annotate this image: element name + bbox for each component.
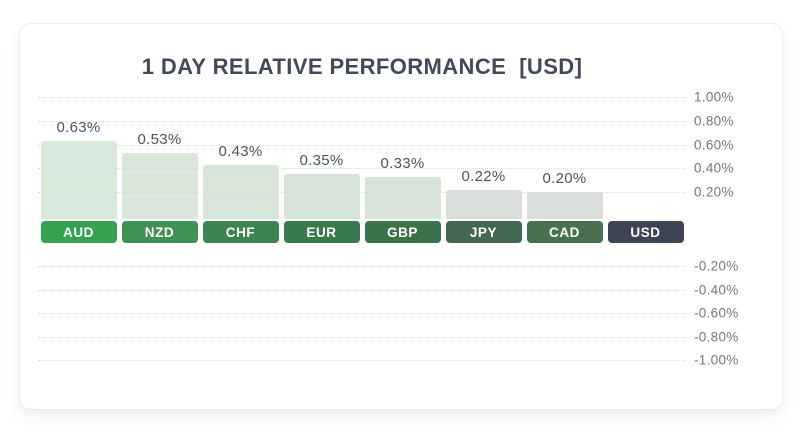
currency-chip-eur: EUR xyxy=(283,221,360,243)
y-axis-tick-label: 0.60% xyxy=(694,137,734,153)
y-axis-tick-label: 0.40% xyxy=(694,160,734,176)
relative-performance-bar-chart: 1.00% 0.80% 0.60% 0.40% 0.20% -0.20% -0.40% -0.… xyxy=(20,24,782,409)
performance-bar-jpy xyxy=(445,189,522,219)
performance-bar-chf xyxy=(202,164,279,219)
bar-value-label: 0.53% xyxy=(137,130,182,148)
currency-chip-usd: USD xyxy=(607,221,684,243)
gridline-negative xyxy=(38,360,686,361)
performance-bar-aud xyxy=(40,141,117,219)
gridline-negative xyxy=(38,313,686,314)
currency-chip-nzd: NZD xyxy=(121,221,198,243)
currency-chip-cad: CAD xyxy=(526,221,603,243)
gridline-negative xyxy=(38,336,686,338)
bar-value-label: 0.43% xyxy=(218,142,263,160)
currency-chip-aud: AUD xyxy=(40,221,117,243)
currency-chip-chf: CHF xyxy=(202,221,279,243)
performance-bar-cad xyxy=(526,192,603,219)
gridline-positive xyxy=(38,120,686,122)
performance-bar-eur xyxy=(283,174,360,219)
y-axis-tick-label: 0.20% xyxy=(694,184,734,200)
performance-bar-nzd xyxy=(121,152,198,219)
bar-value-label: 0.63% xyxy=(56,119,101,137)
gridline-positive xyxy=(38,144,686,146)
gridline-negative xyxy=(38,289,686,291)
chart-title: 1 DAY RELATIVE PERFORMANCE [USD] xyxy=(141,54,583,79)
y-axis-tick-label: -1.00% xyxy=(694,352,739,368)
bar-value-label: 0.35% xyxy=(299,152,344,170)
gridline-positive xyxy=(38,97,686,98)
currency-chip-gbp: GBP xyxy=(364,221,441,243)
y-axis-tick-label: 1.00% xyxy=(694,89,734,105)
currency-chip-jpy: JPY xyxy=(445,221,522,243)
y-axis-tick-label: -0.80% xyxy=(694,329,739,344)
bar-value-label: 0.33% xyxy=(380,154,425,172)
y-axis-tick-label: -0.20% xyxy=(694,258,739,274)
bar-value-label: 0.22% xyxy=(461,167,506,185)
gridline-negative xyxy=(38,266,686,267)
performance-card: 1 DAY RELATIVE PERFORMANCE [USD] 1.00% 0.… xyxy=(19,23,783,410)
bar-value-label: 0.20% xyxy=(542,170,587,188)
gridline-positive xyxy=(38,192,686,194)
gridline-positive xyxy=(38,168,686,170)
performance-bar-gbp xyxy=(364,176,441,219)
y-axis-tick-label: 0.80% xyxy=(694,113,734,129)
y-axis-tick-label: -0.60% xyxy=(694,305,739,321)
y-axis-tick-label: -0.40% xyxy=(694,282,739,297)
